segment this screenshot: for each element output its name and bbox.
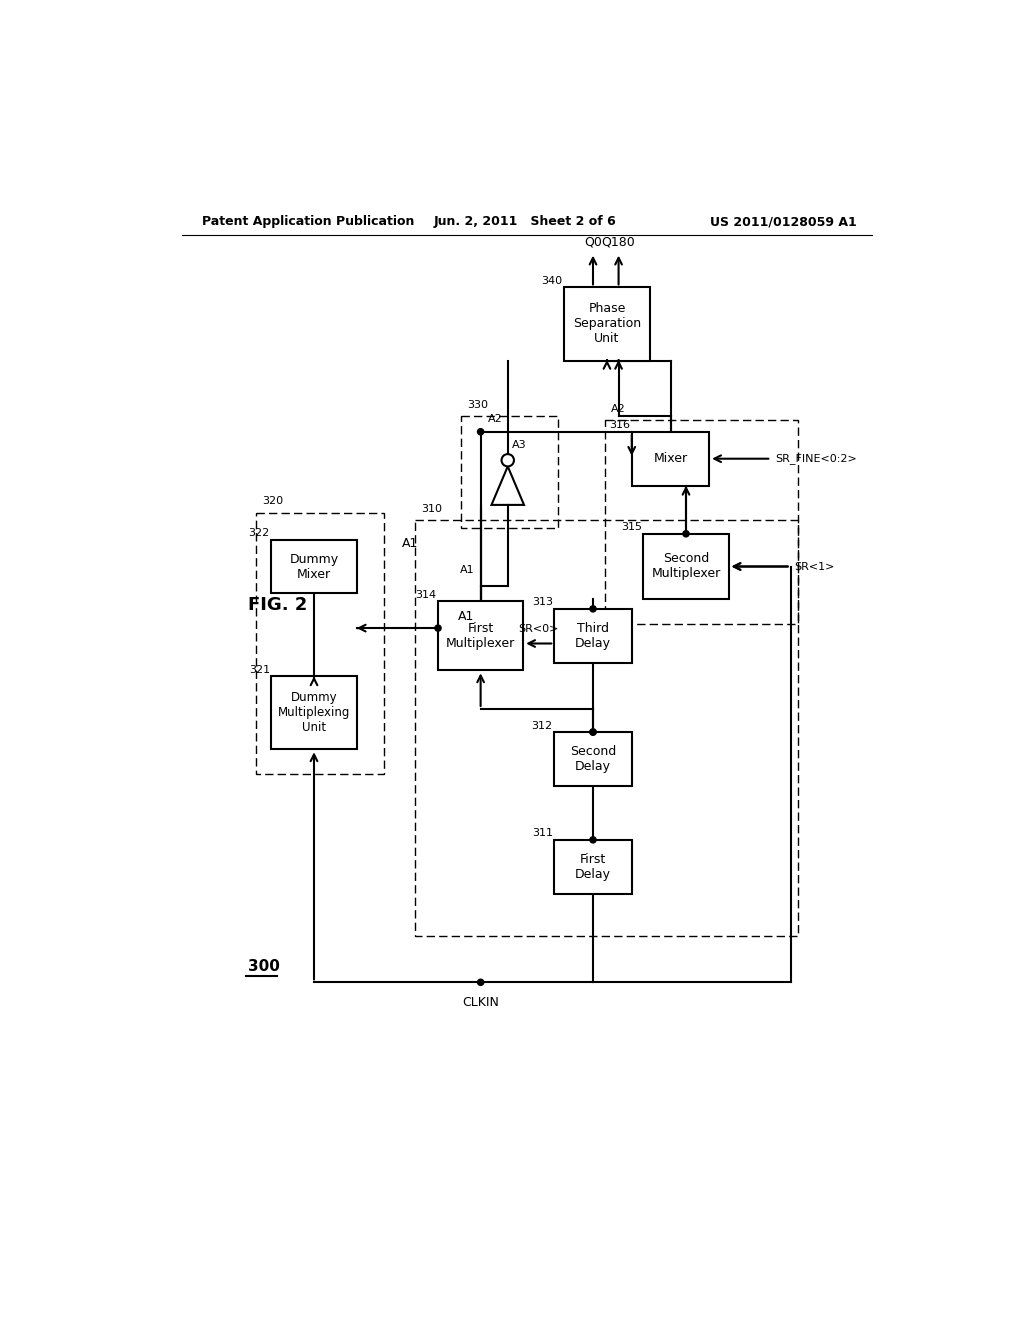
Text: A3: A3	[512, 441, 526, 450]
Text: Mixer: Mixer	[653, 453, 687, 465]
Bar	[554, 733, 632, 785]
Text: 300: 300	[248, 960, 280, 974]
Text: 314: 314	[416, 590, 436, 599]
Bar	[438, 601, 523, 671]
Text: Q180: Q180	[602, 236, 636, 249]
Bar	[271, 676, 356, 750]
Text: First
Delay: First Delay	[575, 853, 611, 880]
Text: Patent Application Publication: Patent Application Publication	[202, 215, 414, 228]
Text: 311: 311	[531, 829, 553, 838]
Text: FIG. 2: FIG. 2	[248, 597, 307, 614]
Text: 312: 312	[531, 721, 553, 730]
Bar	[564, 288, 649, 360]
Text: Second
Delay: Second Delay	[570, 744, 616, 774]
Circle shape	[590, 837, 596, 843]
Circle shape	[590, 729, 596, 735]
Circle shape	[477, 979, 483, 985]
Bar	[415, 520, 799, 936]
Text: A1: A1	[402, 537, 419, 550]
Text: 340: 340	[542, 276, 563, 286]
Circle shape	[683, 531, 689, 537]
Bar	[256, 512, 384, 775]
Text: 320: 320	[262, 496, 284, 507]
Text: SR_FINE<0:2>: SR_FINE<0:2>	[775, 453, 857, 465]
Text: 321: 321	[249, 665, 270, 675]
Circle shape	[435, 626, 441, 631]
Bar	[554, 840, 632, 894]
Text: CLKIN: CLKIN	[462, 997, 499, 1010]
Bar	[632, 432, 710, 486]
Text: 310: 310	[421, 504, 442, 515]
Bar	[461, 416, 558, 528]
Text: Second
Multiplexer: Second Multiplexer	[651, 553, 721, 581]
Circle shape	[590, 606, 596, 612]
Text: Dummy
Multiplexing
Unit: Dummy Multiplexing Unit	[278, 692, 350, 734]
Circle shape	[477, 429, 483, 434]
Text: 322: 322	[249, 528, 270, 539]
Text: SR<1>: SR<1>	[795, 561, 835, 572]
Text: A1: A1	[458, 610, 474, 623]
Text: US 2011/0128059 A1: US 2011/0128059 A1	[710, 215, 856, 228]
Bar	[271, 540, 356, 594]
Text: Dummy
Mixer: Dummy Mixer	[290, 553, 339, 581]
Text: Phase
Separation
Unit: Phase Separation Unit	[572, 302, 641, 346]
Text: 316: 316	[609, 420, 630, 430]
Text: Jun. 2, 2011   Sheet 2 of 6: Jun. 2, 2011 Sheet 2 of 6	[433, 215, 616, 228]
Text: Third
Delay: Third Delay	[575, 622, 611, 649]
Circle shape	[590, 729, 596, 735]
Text: First
Multiplexer: First Multiplexer	[446, 622, 515, 649]
Bar	[643, 533, 729, 599]
Text: A1: A1	[460, 565, 474, 576]
Text: 313: 313	[531, 598, 553, 607]
Text: SR<0>: SR<0>	[518, 624, 559, 635]
Bar	[604, 420, 799, 624]
Text: A2: A2	[611, 404, 626, 414]
Text: 330: 330	[467, 400, 488, 411]
Text: 315: 315	[621, 523, 642, 532]
Bar	[554, 609, 632, 663]
Text: Q0: Q0	[584, 236, 602, 249]
Text: A2: A2	[488, 414, 503, 424]
